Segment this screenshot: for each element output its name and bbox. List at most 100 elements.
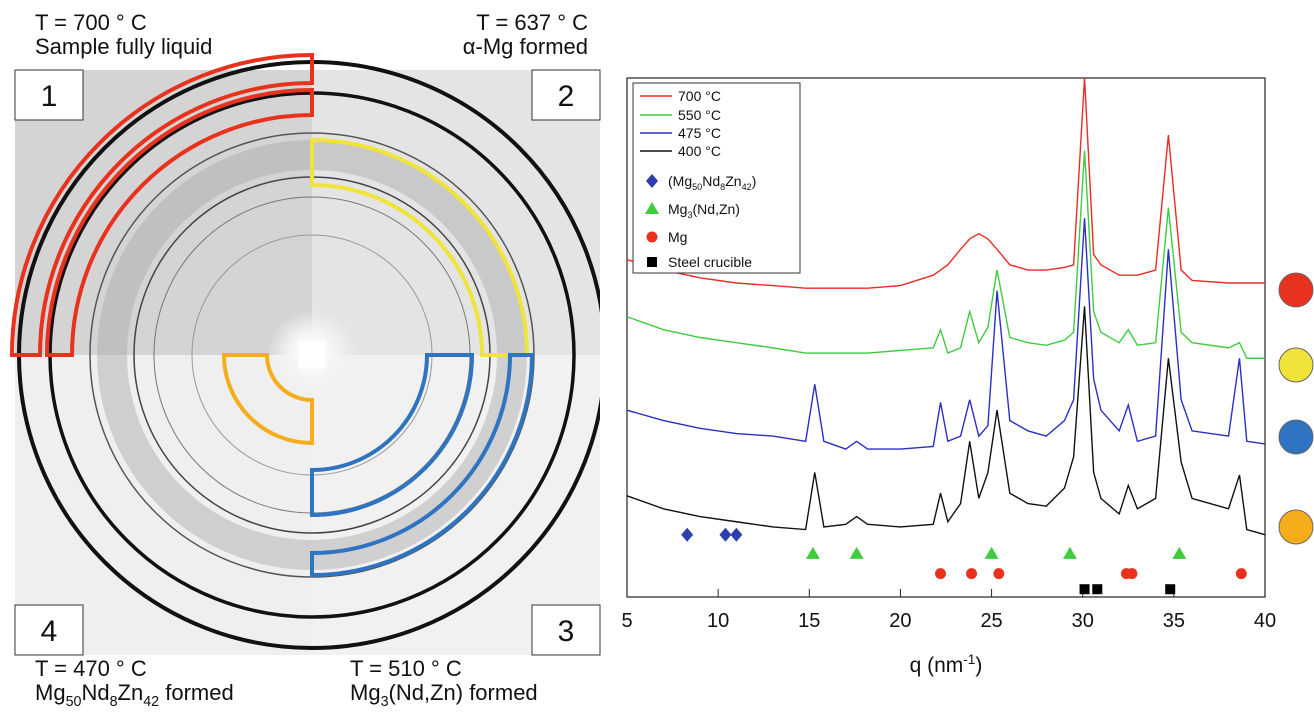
series-line	[626, 77, 1265, 289]
color-key	[1278, 347, 1314, 383]
number-box	[14, 604, 84, 656]
marker	[984, 546, 999, 559]
temperature-label: T = 470 ° C	[35, 656, 147, 681]
legend-label: Steel crucible	[668, 254, 752, 270]
legend-label: 700 °C	[678, 88, 721, 104]
marker	[646, 231, 658, 243]
script-part: 8	[720, 182, 725, 192]
text-part: 475 °C	[678, 125, 721, 141]
caption-label: Mg3(Nd,Zn) formed	[350, 680, 538, 709]
x-tick-label: 35	[1163, 610, 1185, 632]
x-tick-label: 10	[707, 610, 729, 632]
text-part: Mg	[350, 680, 381, 705]
plot-frame	[626, 77, 1266, 598]
text-part: q (nm	[910, 654, 964, 677]
temperature-label: T = 700 ° C	[35, 10, 147, 35]
text-part: (Mg	[668, 173, 692, 189]
x-tick-label: 25	[980, 610, 1002, 632]
text-part: Steel crucible	[668, 254, 752, 270]
text-part: Nd	[81, 680, 109, 705]
series-line	[626, 150, 1265, 359]
series-line	[626, 306, 1266, 536]
script-part: 3	[381, 694, 389, 709]
x-tick-label: 30	[1072, 610, 1094, 632]
mask	[600, 70, 625, 655]
quadrant-number: 4	[41, 615, 58, 648]
region-outline	[310, 353, 535, 578]
region-outline	[310, 353, 475, 518]
quadrant-number: 3	[558, 615, 575, 648]
caption-label: Mg50Nd8Zn42 formed	[35, 680, 234, 709]
legend-label: (Mg50Nd8Zn42)	[668, 173, 756, 192]
marker	[646, 174, 658, 188]
text-part: (Nd,Zn)	[693, 201, 740, 217]
marker	[730, 527, 743, 542]
script-part: 50	[692, 182, 702, 192]
marker	[993, 568, 1005, 580]
marker	[1092, 584, 1103, 595]
marker	[1079, 584, 1090, 595]
number-box	[531, 604, 601, 656]
region-outline	[9, 52, 314, 357]
region-outline	[310, 137, 530, 357]
region-outline	[221, 353, 314, 446]
marker	[1172, 546, 1187, 559]
text-part: 700 °C	[678, 88, 721, 104]
quadrant-number: 2	[558, 80, 575, 113]
marker	[1062, 546, 1077, 559]
legend-label: Mg3(Nd,Zn)	[668, 201, 740, 220]
marker	[719, 527, 732, 542]
legend-label: 550 °C	[678, 107, 721, 123]
text-part: Sample fully liquid	[35, 34, 212, 59]
marker	[681, 527, 694, 542]
color-key	[1278, 272, 1314, 308]
marker	[645, 202, 659, 214]
chart: 5 10 15 20 25 30 35 40	[621, 77, 1276, 632]
text-part: Mg	[668, 229, 687, 245]
temperature-label: T = 637 ° C	[476, 10, 588, 35]
text-part: 550 °C	[678, 107, 721, 123]
script-part: 50	[66, 694, 82, 709]
legend-label: 400 °C	[678, 143, 721, 159]
marker	[935, 568, 947, 580]
quadrant-number: 1	[41, 80, 58, 113]
diffraction-image: 1 2 3 4	[0, 52, 625, 656]
marker	[1126, 568, 1138, 580]
legend-label: Mg	[668, 229, 687, 245]
temperature-label: T = 510 ° C	[350, 656, 462, 681]
marker	[1165, 584, 1176, 595]
text-part: α-Mg formed	[463, 34, 588, 59]
number-box	[531, 69, 601, 121]
marker	[966, 568, 978, 580]
number-box	[14, 69, 84, 121]
x-axis-label: q (nm-1)	[910, 652, 983, 677]
marker	[647, 257, 657, 267]
x-tick-label: 15	[798, 610, 820, 632]
x-tick-label: 5	[621, 610, 632, 632]
region-outline	[44, 87, 314, 357]
color-key	[1278, 419, 1314, 455]
marker	[849, 546, 864, 559]
text-part: Zn	[725, 173, 741, 189]
text-part: Zn	[118, 680, 144, 705]
text-part: formed	[159, 680, 234, 705]
script-part: 8	[110, 694, 118, 709]
text-part: )	[975, 654, 982, 677]
mask	[0, 70, 15, 655]
marker	[1235, 568, 1247, 580]
text-part: Nd	[702, 173, 720, 189]
text-part: )	[752, 173, 757, 189]
text-part: Mg	[668, 201, 687, 217]
script-part: -1	[963, 652, 975, 667]
series-line	[626, 218, 1266, 450]
caption-label: α-Mg formed	[463, 34, 588, 59]
text-part: Mg	[35, 680, 66, 705]
x-tick-label: 20	[889, 610, 911, 632]
caption-label: Sample fully liquid	[35, 34, 212, 59]
script-part: 42	[742, 182, 752, 192]
script-part: 42	[143, 694, 159, 709]
beam-stop	[298, 341, 326, 369]
script-part: 3	[687, 210, 692, 220]
